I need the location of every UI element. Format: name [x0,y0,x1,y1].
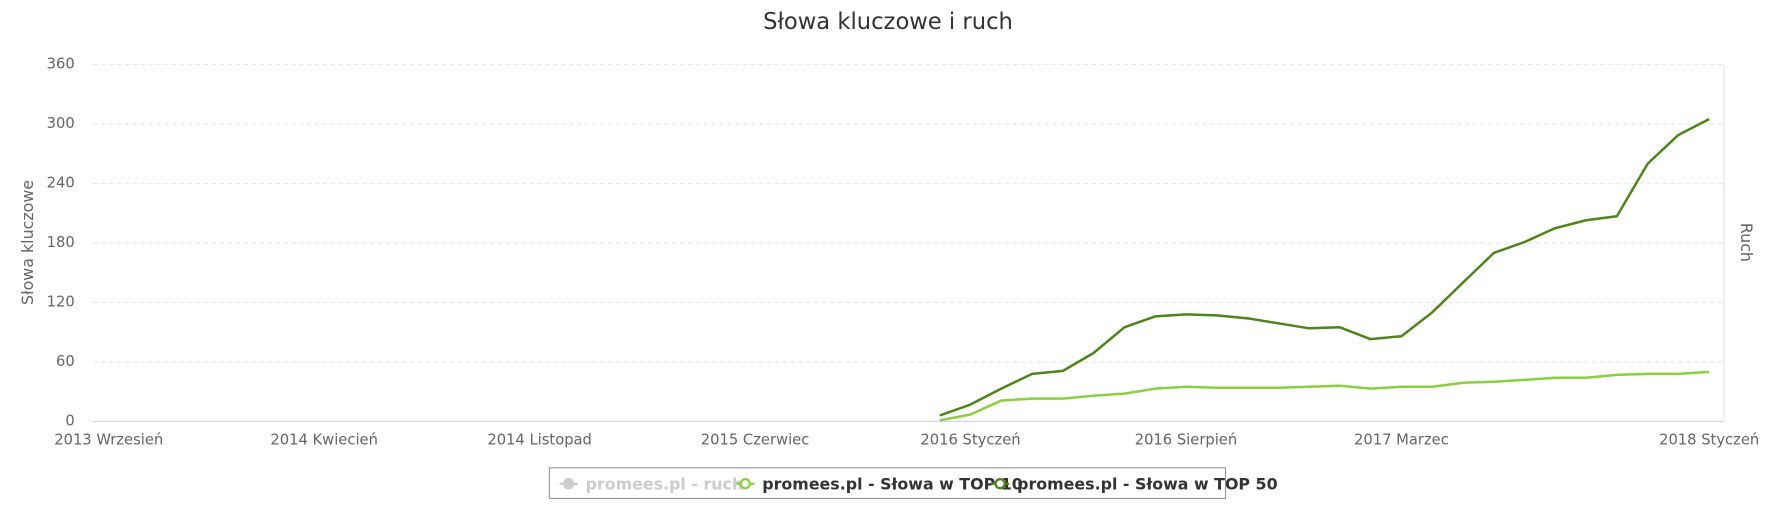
line-series [939,370,1710,422]
y-tick-label: 300 [47,115,75,132]
x-tick-label: 2015 Czerwiec [701,432,810,449]
x-tick-label: 2017 Marzec [1354,432,1449,449]
y-tick-label: 120 [47,293,75,310]
y-axis-title: Słowa kluczowe [18,180,37,305]
legend-symbol-marker [562,478,575,490]
legend-label[interactable]: promees.pl - Słowa w TOP 50 [1017,474,1278,493]
x-tick-label: 2016 Sierpień [1135,432,1238,449]
x-tick-label: 2014 Listopad [487,432,592,449]
chart-title: Słowa kluczowe i ruch [763,9,1013,35]
y2-axis-title: Ruch [1737,223,1756,262]
legend-box [548,467,1227,499]
x-tick-label: 2016 Styczeń [920,432,1020,449]
line-series [939,117,1710,417]
y-tick-label: 360 [47,56,75,73]
legend-symbol-marker [739,478,751,490]
y-tick-label: 180 [47,234,75,251]
x-tick-label: 2014 Kwiecień [270,432,378,449]
x-tick-label: 2013 Wrzesień [54,432,163,449]
legend-label[interactable]: promees.pl - ruch [586,474,744,493]
y-tick-label: 60 [56,353,75,370]
legend-symbol-marker [994,478,1006,490]
y-tick-label: 0 [65,412,74,429]
y-tick-label: 240 [47,175,75,192]
x-tick-label: 2018 Styczeń [1659,432,1759,449]
legend-label[interactable]: promees.pl - Słowa w TOP 10 [762,474,1023,493]
